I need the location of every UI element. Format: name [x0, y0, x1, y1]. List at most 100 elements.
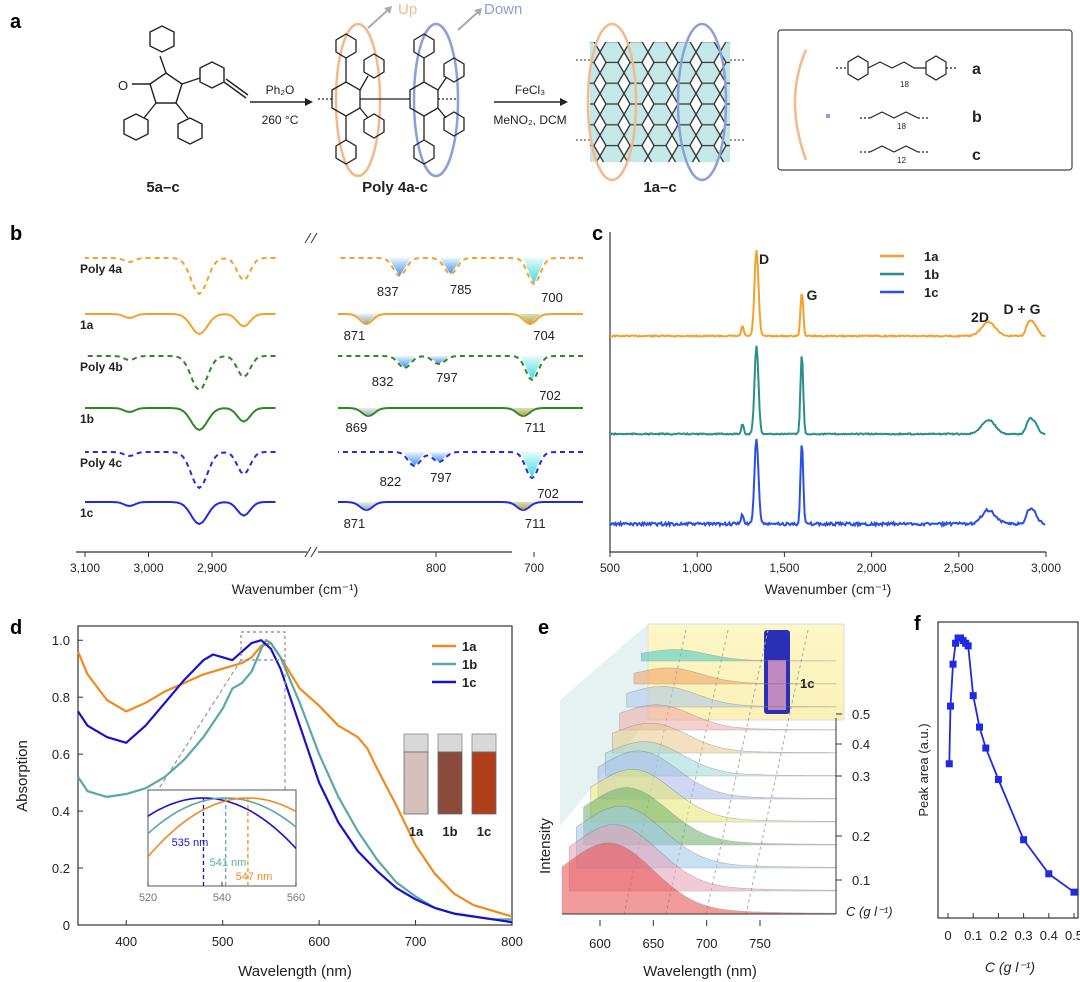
raman-plot: 500 1,000 1,500 2,000 2,500 3,000 Wavenumber (… — [600, 232, 1061, 597]
chain-count-c: 12 — [897, 156, 906, 165]
down-label: Down — [484, 1, 522, 18]
step2-condition: MeNO₂, DCM — [493, 113, 566, 127]
x-tick-label: 0.2 — [989, 928, 1007, 943]
ftir-trace-1c-right — [338, 501, 583, 511]
ftir-peak-shading — [357, 408, 380, 416]
panel-d: d 400 500 600 700 800 0 0.2 0.4 0.6 0.8 1.0 Wavelen… — [10, 617, 523, 980]
lower-right-phenyl-ring — [177, 117, 203, 145]
peak-area-point — [1020, 836, 1028, 844]
x-tick-label: 3,000 — [133, 561, 163, 575]
x-axis-title: C (g l⁻¹) — [985, 959, 1035, 975]
ftir-series-label: Poly 4a — [80, 262, 122, 276]
peak-area-point — [945, 760, 953, 768]
photo-vial-liquid — [768, 660, 786, 710]
emission-layer — [612, 722, 837, 754]
inset-peak-label: 547 nm — [236, 871, 273, 883]
inset-x-tick-label: 540 — [213, 892, 231, 904]
raman-trace-1a — [609, 250, 1046, 338]
legend-label: 1a — [924, 249, 939, 264]
peak-area-point — [982, 744, 990, 752]
ftir-peak-shading — [521, 356, 544, 380]
ftir-series-label: 1c — [80, 506, 94, 520]
peak-area-point — [976, 723, 983, 731]
down-arrowhead — [474, 8, 482, 16]
panel-b: b 3,100 3,000 2,900 800 700 Wavenumber (cm⁻¹)… — [10, 223, 583, 597]
ftir-peak-label: 837 — [377, 284, 399, 299]
x-tick-label: 700 — [696, 936, 718, 951]
y-axis-title: Peak area (a.u.) — [916, 723, 931, 816]
product-down-ellipse — [676, 22, 728, 182]
ftir-peak-label: 869 — [346, 420, 368, 435]
ftir-peak-shading — [521, 452, 544, 478]
inset-x-tick-label: 560 — [287, 892, 305, 904]
product-up-ellipse — [586, 22, 638, 182]
z-tick-label: 0.5 — [852, 707, 870, 722]
panel-c: c 500 1,000 1,500 2,000 2,500 3,000 Wavenumber… — [592, 223, 1061, 597]
ftir-series-label: Poly 4b — [80, 360, 123, 374]
emission-layer — [626, 685, 837, 708]
inset-trace — [147, 797, 297, 858]
z-tick-label: 0.3 — [852, 769, 870, 784]
ftir-peak-label: 700 — [541, 290, 563, 305]
step2-reagent: FeCl₃ — [515, 83, 545, 97]
panel-a: a O 5a–c Ph₂O 260 °C — [10, 1, 1073, 196]
x-tick-label: 800 — [501, 934, 523, 949]
emission-3d-plot: 1c0.10.20.30.40.5C (g l⁻¹)600 650 700 750Wa… — [537, 623, 893, 980]
ftir-peak-label: 797 — [430, 470, 452, 485]
peak-area-point — [1045, 870, 1053, 878]
panel-letter-d: d — [10, 617, 22, 639]
legend-label: 1a — [462, 639, 477, 654]
chain-count-b: 18 — [897, 122, 906, 131]
ftir-trace-1a-right — [338, 313, 583, 326]
z-axis-title: C (g l⁻¹) — [846, 904, 893, 919]
x-tick-label: 3,000 — [1031, 561, 1061, 575]
emission-layer — [619, 704, 837, 731]
y-axis-title: Absorption — [14, 740, 31, 812]
ftir-series-label: 1a — [80, 318, 94, 332]
raman-band-label: G — [807, 287, 818, 303]
peak-area-point — [947, 702, 955, 710]
peak-area-plot: 0 0.1 0.2 0.3 0.4 0.5 C (g l⁻¹) Peak area (a.u.… — [916, 621, 1080, 975]
panel-letter-f: f — [914, 613, 921, 635]
raman-band-label: D — [759, 251, 769, 267]
inset-peak-label: 535 nm — [172, 837, 209, 849]
axis-break-mark — [304, 232, 312, 244]
step1-condition: 260 °C — [262, 113, 299, 127]
ftir-peak-label: 871 — [344, 516, 366, 531]
x-tick-label: 500 — [600, 561, 620, 575]
legend-label: 1b — [924, 267, 939, 282]
x-tick-label: 750 — [749, 936, 771, 951]
ftir-peak-shading — [427, 452, 450, 462]
y-tick-label: 0.8 — [52, 690, 70, 705]
axis-break-mark — [310, 546, 318, 558]
peak-area-point — [1070, 888, 1078, 896]
legend-letter-c: c — [972, 147, 981, 164]
x-axis-title: Wavenumber (cm⁻¹) — [232, 581, 359, 597]
step1-reagent: Ph₂O — [266, 83, 295, 97]
lower-right-phenyl-bond — [175, 102, 189, 119]
x-tick-label: 0 — [944, 928, 951, 943]
raman-trace-1c — [609, 438, 1046, 529]
inset-x-tick-label: 520 — [139, 892, 157, 904]
panel-letter-a: a — [10, 11, 22, 33]
legend-ellipse-arc — [793, 49, 808, 161]
y-tick-label: 0.2 — [52, 861, 70, 876]
legend-label: 1c — [462, 675, 476, 690]
x-tick-label: 700 — [524, 561, 544, 575]
ftir-peak-shading — [519, 314, 542, 324]
vial-body — [403, 751, 429, 815]
peak-area-point — [969, 692, 977, 700]
ftir-trace-1c-left — [85, 501, 276, 526]
x-tick-label: 650 — [642, 936, 664, 951]
vial-cap — [437, 733, 463, 753]
legend-label: 1b — [462, 657, 477, 672]
nanoribbon-hexagon-lattice — [590, 42, 730, 162]
ftir-trace-1b-left — [85, 407, 276, 432]
x-tick-label: 1,000 — [682, 561, 712, 575]
vial-body — [471, 751, 497, 815]
peak-area-point — [994, 775, 1002, 783]
ftir-peak-label: 785 — [450, 282, 472, 297]
vial-label: 1a — [409, 824, 424, 839]
up-arrow — [367, 9, 389, 29]
plot-frame — [77, 625, 513, 926]
